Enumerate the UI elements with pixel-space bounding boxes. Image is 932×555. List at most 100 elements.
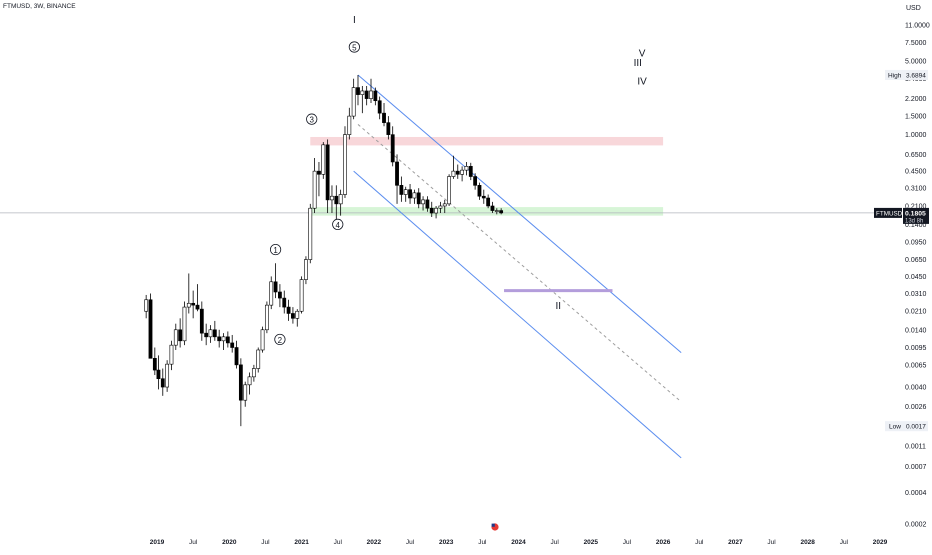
candle[interactable] xyxy=(473,173,478,190)
candle[interactable] xyxy=(182,301,187,346)
candle-body xyxy=(278,291,282,299)
candle[interactable] xyxy=(382,102,386,127)
candle[interactable] xyxy=(308,203,313,264)
candle[interactable] xyxy=(191,290,196,319)
candle[interactable] xyxy=(438,201,443,214)
descending-channel[interactable] xyxy=(353,74,682,459)
candle[interactable] xyxy=(186,273,191,314)
channel-upper-line[interactable] xyxy=(357,74,682,353)
candle[interactable] xyxy=(334,185,339,222)
candle[interactable] xyxy=(269,276,274,310)
candle[interactable] xyxy=(230,334,235,353)
candles[interactable] xyxy=(144,74,504,427)
candle[interactable] xyxy=(260,326,265,353)
candle[interactable] xyxy=(291,307,295,324)
current-price-badge xyxy=(903,207,929,224)
candle[interactable] xyxy=(264,301,269,334)
candle[interactable] xyxy=(234,340,239,369)
candle[interactable] xyxy=(338,189,343,216)
channel-mid-line[interactable] xyxy=(357,124,682,403)
candle[interactable] xyxy=(429,201,434,218)
candle-body xyxy=(195,304,200,310)
candle[interactable] xyxy=(390,126,395,167)
candle[interactable] xyxy=(416,188,421,209)
candle[interactable] xyxy=(494,208,499,215)
candle[interactable] xyxy=(295,309,300,327)
candle[interactable] xyxy=(351,78,356,120)
candle[interactable] xyxy=(330,185,334,214)
candle[interactable] xyxy=(144,294,149,319)
candle[interactable] xyxy=(386,116,391,140)
candle[interactable] xyxy=(442,199,447,214)
candle[interactable] xyxy=(325,139,330,214)
candle[interactable] xyxy=(238,358,243,427)
candle[interactable] xyxy=(447,174,451,206)
candle[interactable] xyxy=(165,360,170,392)
candle[interactable] xyxy=(412,189,417,204)
candle[interactable] xyxy=(148,293,153,359)
candle[interactable] xyxy=(490,201,495,214)
candle[interactable] xyxy=(173,323,178,350)
candle[interactable] xyxy=(256,347,261,373)
candle[interactable] xyxy=(408,183,412,204)
candle[interactable] xyxy=(425,196,430,212)
candle[interactable] xyxy=(373,87,378,106)
candle[interactable] xyxy=(273,263,278,299)
time-axis[interactable]: 2019 Jul 2020 Jul 2021 Jul 2022 Jul 2023 Jul 2024 J… xyxy=(150,539,888,546)
time-tick-label: 2023 xyxy=(439,539,454,546)
candle[interactable] xyxy=(499,208,504,215)
candle[interactable] xyxy=(434,205,438,219)
candle[interactable] xyxy=(369,78,373,103)
candle[interactable] xyxy=(204,323,209,346)
candle[interactable] xyxy=(451,155,456,179)
candle[interactable] xyxy=(477,182,482,200)
candle[interactable] xyxy=(169,340,174,371)
candle[interactable] xyxy=(360,85,365,114)
candle-body xyxy=(442,203,447,207)
candle[interactable] xyxy=(455,164,460,179)
candle[interactable] xyxy=(486,194,491,209)
candle[interactable] xyxy=(364,85,369,106)
candle[interactable] xyxy=(195,284,200,312)
candle[interactable] xyxy=(178,318,183,348)
candle[interactable] xyxy=(225,331,230,348)
candle[interactable] xyxy=(468,162,473,181)
candle[interactable] xyxy=(251,364,256,382)
candle[interactable] xyxy=(156,355,161,390)
candle[interactable] xyxy=(212,320,217,341)
candle[interactable] xyxy=(460,166,465,182)
candle[interactable] xyxy=(377,96,382,120)
price-axis[interactable]: 11.00007.50005.00003.40002.20001.50001.0… xyxy=(905,23,930,529)
candle[interactable] xyxy=(403,186,408,202)
candle[interactable] xyxy=(243,381,248,407)
candle[interactable] xyxy=(399,176,404,202)
candle[interactable] xyxy=(347,107,352,140)
price-tick-label: 0.0950 xyxy=(905,240,927,247)
candle[interactable] xyxy=(395,154,399,204)
candle[interactable] xyxy=(199,301,204,341)
candle[interactable] xyxy=(208,325,213,343)
candle[interactable] xyxy=(286,299,291,321)
candle[interactable] xyxy=(312,157,317,214)
candle[interactable] xyxy=(217,329,222,348)
candle[interactable] xyxy=(278,284,282,308)
candle[interactable] xyxy=(247,372,252,395)
candle[interactable] xyxy=(321,142,326,179)
candle[interactable] xyxy=(343,126,347,199)
wave-label-wave-i: I xyxy=(353,15,356,26)
candle[interactable] xyxy=(221,333,226,350)
channel-lower-line[interactable] xyxy=(353,170,682,459)
candle[interactable] xyxy=(421,196,425,211)
candle[interactable] xyxy=(317,161,321,197)
candle[interactable] xyxy=(282,290,287,314)
candle[interactable] xyxy=(152,347,157,376)
candle[interactable] xyxy=(481,189,486,204)
candle[interactable] xyxy=(356,74,360,106)
candle[interactable] xyxy=(304,256,308,285)
candle[interactable] xyxy=(299,276,304,314)
candle[interactable] xyxy=(464,161,469,176)
candle[interactable] xyxy=(160,368,165,396)
